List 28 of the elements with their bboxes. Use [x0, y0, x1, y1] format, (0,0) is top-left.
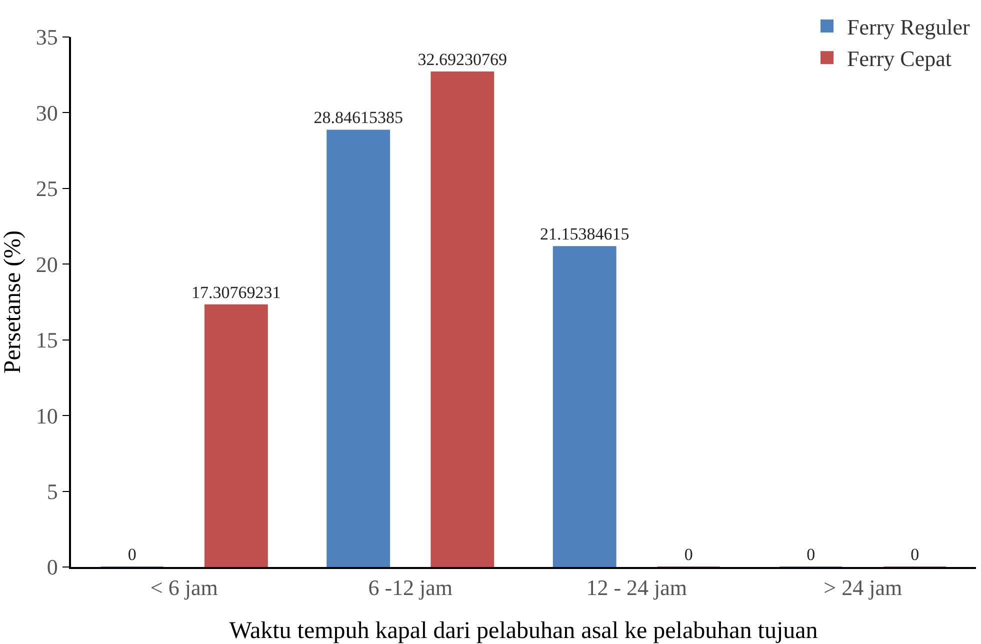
data-label: 0 — [128, 545, 136, 564]
data-label: 0 — [684, 545, 693, 564]
y-axis-title: Persetanse (%) — [0, 230, 26, 374]
y-tick-label: 0 — [46, 554, 58, 580]
data-label: 17.30769231 — [192, 282, 281, 302]
x-tick-label: 6 -12 jam — [368, 575, 453, 600]
bar — [204, 304, 268, 567]
bar — [326, 130, 390, 567]
data-label: 28.84615385 — [314, 108, 403, 128]
data-label: 32.69230769 — [418, 50, 508, 69]
legend-label: Ferry Reguler — [847, 14, 970, 40]
data-label: 21.15384615 — [540, 224, 630, 244]
y-tick-label: 20 — [36, 252, 58, 277]
y-tick-label: 35 — [36, 24, 58, 50]
bar — [552, 246, 616, 567]
y-tick-label: 30 — [36, 100, 58, 126]
x-tick-label: < 6 jam — [150, 575, 218, 600]
y-tick-label: 15 — [36, 328, 58, 353]
x-tick-label: 12 - 24 jam — [586, 575, 688, 600]
y-tick-label: 25 — [36, 176, 58, 202]
y-tick-label: 10 — [36, 403, 58, 428]
x-tick-label: > 24 jam — [824, 575, 902, 600]
legend-label: Ferry Cepat — [847, 46, 952, 72]
data-label: 0 — [910, 545, 920, 564]
x-axis-title: Waktu tempuh kapal dari pelabuhan asal ke pelabuhan tujuan — [229, 618, 818, 644]
data-label: 0 — [806, 545, 816, 564]
y-tick-label: 5 — [46, 478, 58, 504]
bar — [430, 71, 494, 567]
